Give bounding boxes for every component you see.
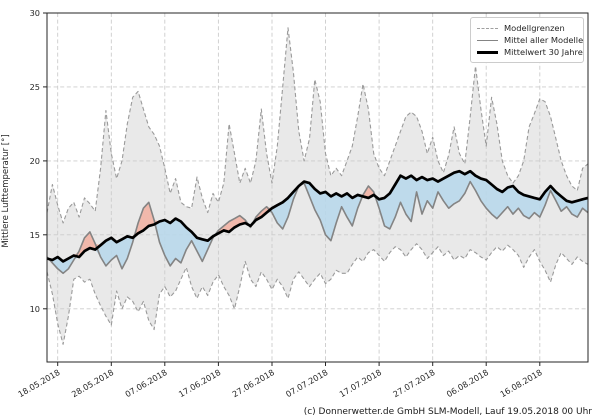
legend-label: Modellgrenzen	[504, 23, 565, 33]
y-tick-label: 30	[30, 8, 40, 18]
legend-label: Mittelwert 30 Jahre	[504, 47, 583, 57]
model-lower-bound-line	[46, 243, 589, 345]
mean-30-years-line	[46, 169, 589, 263]
y-axis-label: Mittlere Lufttemperatur [°]	[1, 134, 11, 248]
y-tick-label: 15	[30, 230, 40, 240]
legend-item-mittelwert-30-jahre: Mittelwert 30 Jahre	[477, 46, 583, 58]
legend: Modellgrenzen Mittel aller Modelle Mitte…	[470, 17, 584, 63]
y-tick-label: 20	[30, 156, 40, 166]
cooler-than-normal-area	[47, 171, 588, 274]
model-upper-bound-line	[46, 27, 589, 224]
legend-item-modellgrenzen: Modellgrenzen	[477, 22, 577, 34]
legend-label: Mittel aller Modelle	[504, 35, 584, 45]
dashed-line-swatch-icon	[477, 27, 498, 29]
axes-border	[46, 12, 589, 363]
black-line-swatch-icon	[477, 50, 498, 54]
y-tick-label: 10	[30, 304, 40, 314]
legend-item-mittel-aller-modelle: Mittel aller Modelle	[477, 34, 583, 46]
y-tick-label: 25	[30, 82, 40, 92]
gray-line-swatch-icon	[477, 39, 498, 41]
model-range-area	[47, 27, 588, 345]
copyright-caption: (c) Donnerwetter.de GmbH SLM-Modell, Lau…	[303, 407, 592, 417]
model-mean-line	[46, 180, 589, 275]
tick-marks	[43, 12, 541, 366]
